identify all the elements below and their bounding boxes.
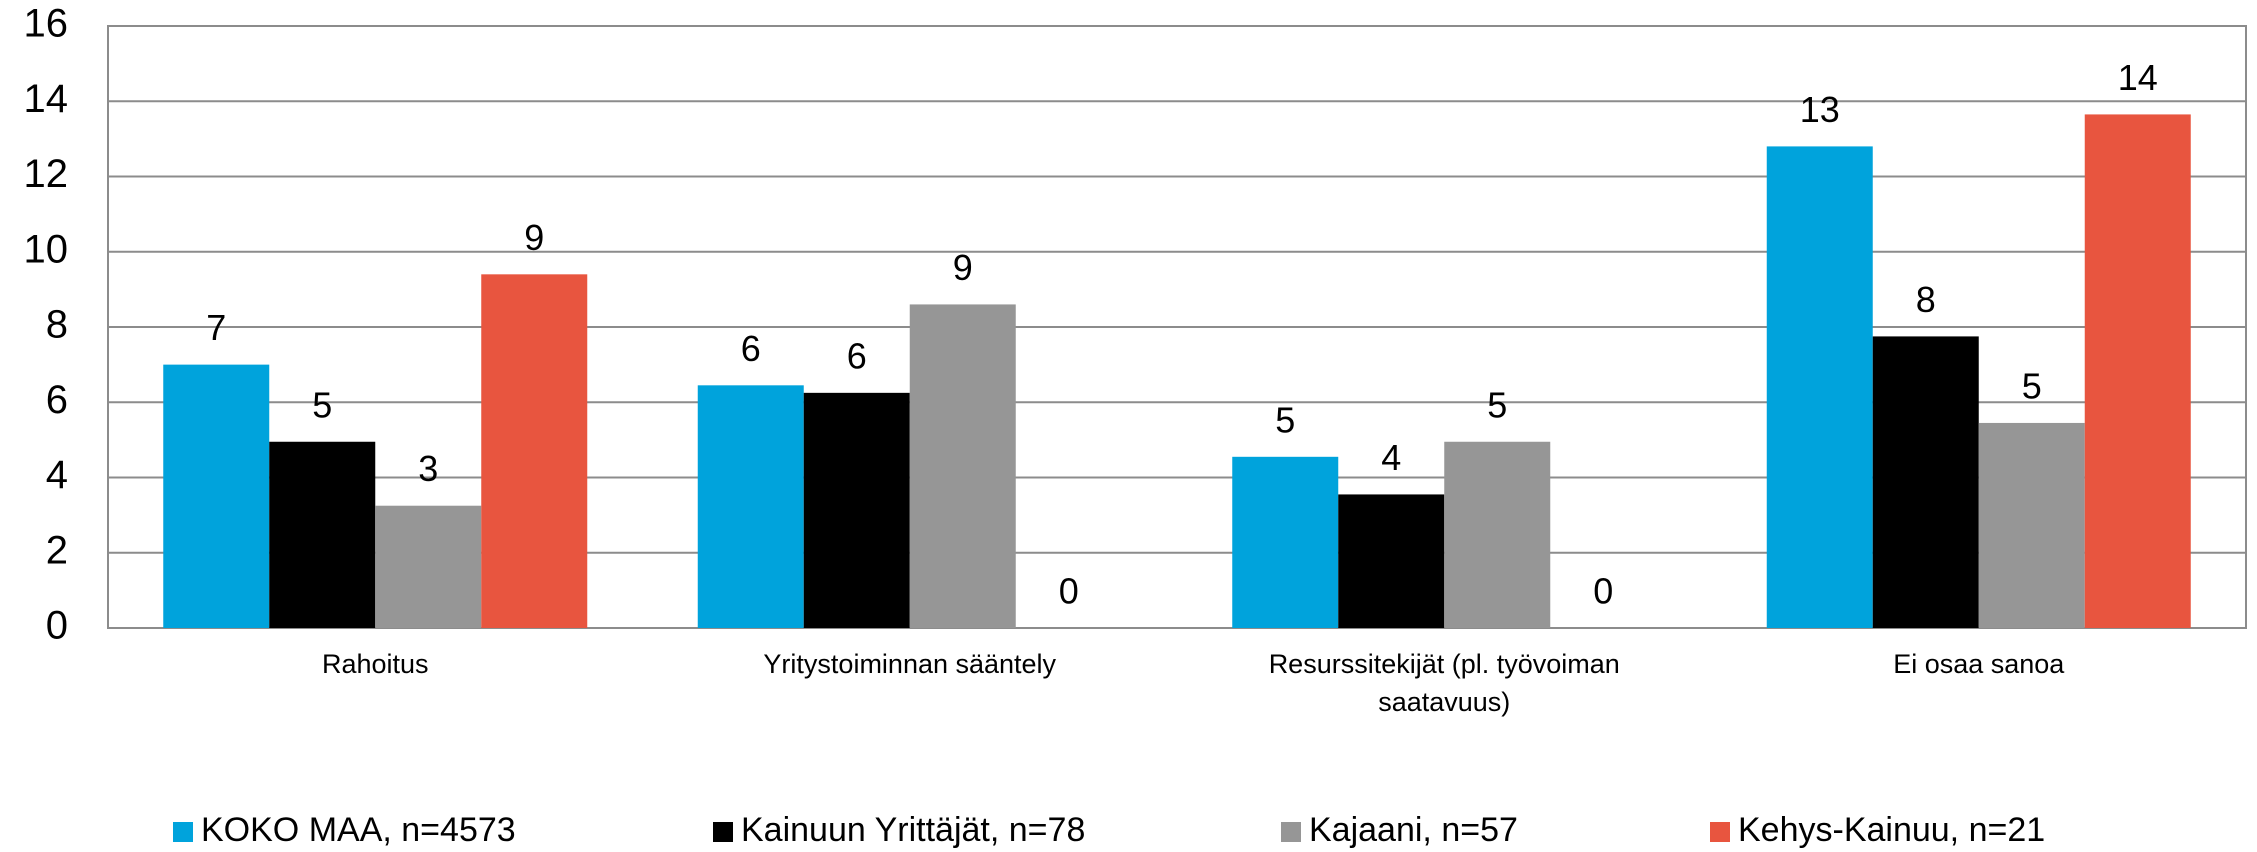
legend-swatch	[173, 822, 193, 842]
x-tick-line: Resurssitekijät (pl. työvoiman	[1269, 649, 1620, 679]
y-tick-label: 0	[46, 604, 68, 648]
plot-border	[107, 25, 2247, 629]
value-label: 4	[1381, 437, 1401, 478]
bar	[1872, 336, 1979, 628]
value-label: 9	[953, 247, 973, 288]
value-label: 5	[2022, 365, 2042, 406]
x-tick-label: Resurssitekijät (pl. työvoiman saatavuus)	[1269, 649, 1620, 717]
y-tick-label: 12	[24, 152, 69, 196]
y-tick-label: 16	[24, 2, 69, 46]
value-label: 14	[2118, 57, 2158, 98]
legend-swatch	[1710, 822, 1730, 842]
bar	[1978, 422, 2085, 628]
value-label: 0	[1059, 571, 1079, 612]
x-tick-label: Ei osaa sanoa	[1893, 649, 2065, 679]
value-label: 13	[1800, 89, 1840, 130]
bar	[1444, 441, 1551, 628]
legend-swatch	[1281, 822, 1301, 842]
value-label: 3	[418, 448, 438, 489]
bar	[269, 441, 376, 628]
value-label: 6	[741, 328, 761, 369]
y-tick-label: 6	[46, 378, 68, 422]
value-label: 5	[312, 384, 332, 425]
value-label: 9	[524, 217, 544, 258]
y-tick-label: 4	[46, 453, 68, 497]
y-tick-label: 2	[46, 528, 68, 572]
value-label: 0	[1593, 571, 1613, 612]
value-label: 5	[1487, 384, 1507, 425]
bar	[375, 505, 482, 628]
x-tick-label: Yritystoiminnan sääntely	[763, 649, 1056, 679]
value-label: 6	[847, 335, 867, 376]
bar	[909, 304, 1016, 628]
legend-label: Kajaani, n=57	[1309, 811, 1518, 849]
bar	[1232, 456, 1339, 628]
x-tick-label: Rahoitus	[322, 649, 429, 679]
legend-label: KOKO MAA, n=4573	[201, 811, 516, 849]
y-tick-label: 14	[24, 77, 69, 121]
value-label: 8	[1916, 279, 1936, 320]
y-tick-label: 10	[24, 227, 69, 271]
bar	[481, 274, 588, 628]
bar	[697, 385, 804, 628]
bar	[1766, 146, 1873, 628]
bar	[2084, 114, 2191, 628]
bar	[1338, 494, 1445, 628]
legend-swatch	[713, 822, 733, 842]
y-tick-label: 8	[46, 303, 68, 347]
legend-label: Kehys-Kainuu, n=21	[1738, 811, 2045, 849]
value-label: 5	[1275, 399, 1295, 440]
value-label: 7	[206, 307, 226, 348]
bar	[803, 392, 910, 628]
x-tick-line: saatavuus)	[1378, 687, 1510, 717]
legend-label: Kainuun Yrittäjät, n=78	[741, 811, 1085, 849]
bar	[163, 364, 270, 628]
